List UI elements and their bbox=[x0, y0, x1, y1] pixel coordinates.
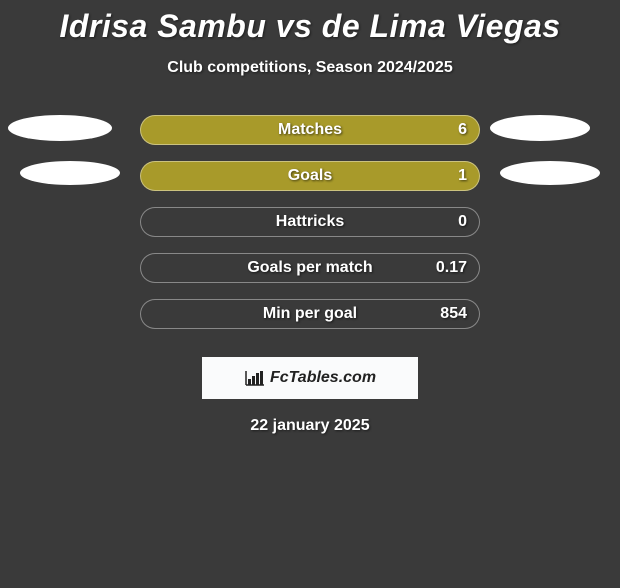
stat-value: 854 bbox=[440, 305, 467, 323]
stat-bar: Min per goal 854 bbox=[140, 299, 480, 329]
stat-bar: Goals per match 0.17 bbox=[140, 253, 480, 283]
page-title: Idrisa Sambu vs de Lima Viegas bbox=[0, 8, 620, 45]
stat-row: Goals per match 0.17 bbox=[0, 253, 620, 299]
stat-value: 6 bbox=[458, 121, 467, 139]
logo: FcTables.com bbox=[244, 369, 376, 387]
stat-label: Goals per match bbox=[247, 259, 372, 277]
stat-row: Goals 1 bbox=[0, 161, 620, 207]
stat-label: Matches bbox=[278, 121, 342, 139]
stat-value: 0 bbox=[458, 213, 467, 231]
stat-row: Min per goal 854 bbox=[0, 299, 620, 345]
stat-bar: Goals 1 bbox=[140, 161, 480, 191]
logo-text: FcTables.com bbox=[270, 369, 376, 387]
date-text: 22 january 2025 bbox=[0, 417, 620, 435]
stat-value: 1 bbox=[458, 167, 467, 185]
stat-label: Goals bbox=[288, 167, 332, 185]
stat-label: Min per goal bbox=[263, 305, 357, 323]
decorative-ellipse bbox=[20, 161, 120, 185]
decorative-ellipse bbox=[8, 115, 112, 141]
stat-label: Hattricks bbox=[276, 213, 344, 231]
logo-box: FcTables.com bbox=[202, 357, 418, 399]
decorative-ellipse bbox=[490, 115, 590, 141]
stat-row: Matches 6 bbox=[0, 115, 620, 161]
barchart-icon bbox=[244, 369, 266, 387]
decorative-ellipse bbox=[500, 161, 600, 185]
stats-area: Matches 6 Goals 1 Hattricks 0 Goals per match 0… bbox=[0, 115, 620, 345]
stat-value: 0.17 bbox=[436, 259, 467, 277]
stat-row: Hattricks 0 bbox=[0, 207, 620, 253]
page-subtitle: Club competitions, Season 2024/2025 bbox=[0, 59, 620, 77]
stat-bar: Matches 6 bbox=[140, 115, 480, 145]
stat-bar: Hattricks 0 bbox=[140, 207, 480, 237]
